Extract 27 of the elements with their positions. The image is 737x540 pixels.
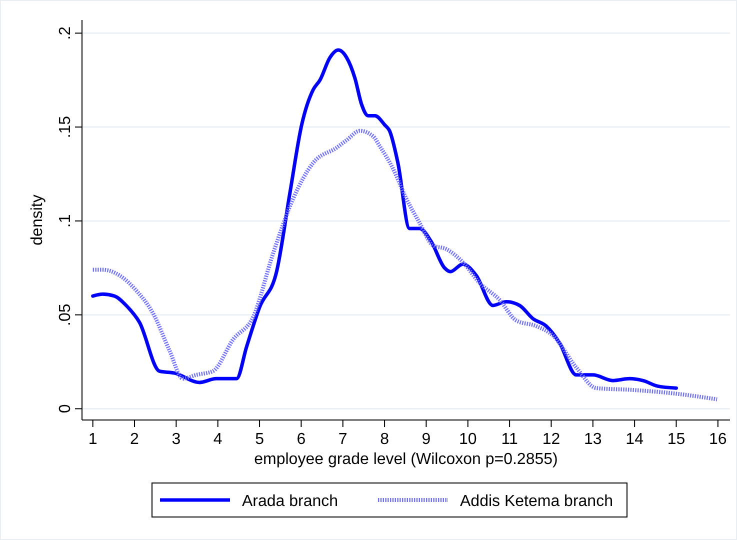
y-tick-label: .15 — [57, 116, 74, 138]
x-tick-label: 2 — [130, 431, 140, 448]
y-axis-title: density — [29, 194, 46, 246]
x-tick-label: 12 — [542, 431, 560, 448]
x-tick-label: 8 — [380, 431, 390, 448]
x-tick-label: 6 — [296, 431, 306, 448]
x-tick-label: 16 — [709, 431, 727, 448]
y-tick-label: .1 — [57, 214, 74, 228]
line-series — [90, 128, 720, 402]
y-tick-label: .2 — [57, 26, 74, 40]
x-tick-label: 15 — [667, 431, 686, 448]
legend-label: Addis Ketema branch — [460, 493, 613, 510]
y-tick-label: 0 — [57, 404, 74, 414]
x-tick-label: 11 — [501, 431, 518, 448]
x-tick-label: 13 — [584, 431, 602, 448]
legend-label: Arada branch — [242, 493, 338, 510]
x-tick-label: 5 — [255, 431, 264, 448]
y-tick-label: .05 — [57, 304, 74, 326]
x-tick-label: 4 — [213, 431, 222, 448]
x-tick-label: 3 — [172, 431, 181, 448]
x-tick-label: 10 — [458, 431, 477, 448]
x-tick-label: 9 — [422, 431, 431, 448]
line-series — [91, 48, 678, 390]
x-tick-label: 7 — [338, 431, 348, 448]
x-tick-label: 1 — [88, 431, 98, 448]
x-axis-title: employee grade level (Wilcoxon p=0.2855) — [254, 451, 558, 468]
x-tick-label: 14 — [626, 431, 644, 448]
